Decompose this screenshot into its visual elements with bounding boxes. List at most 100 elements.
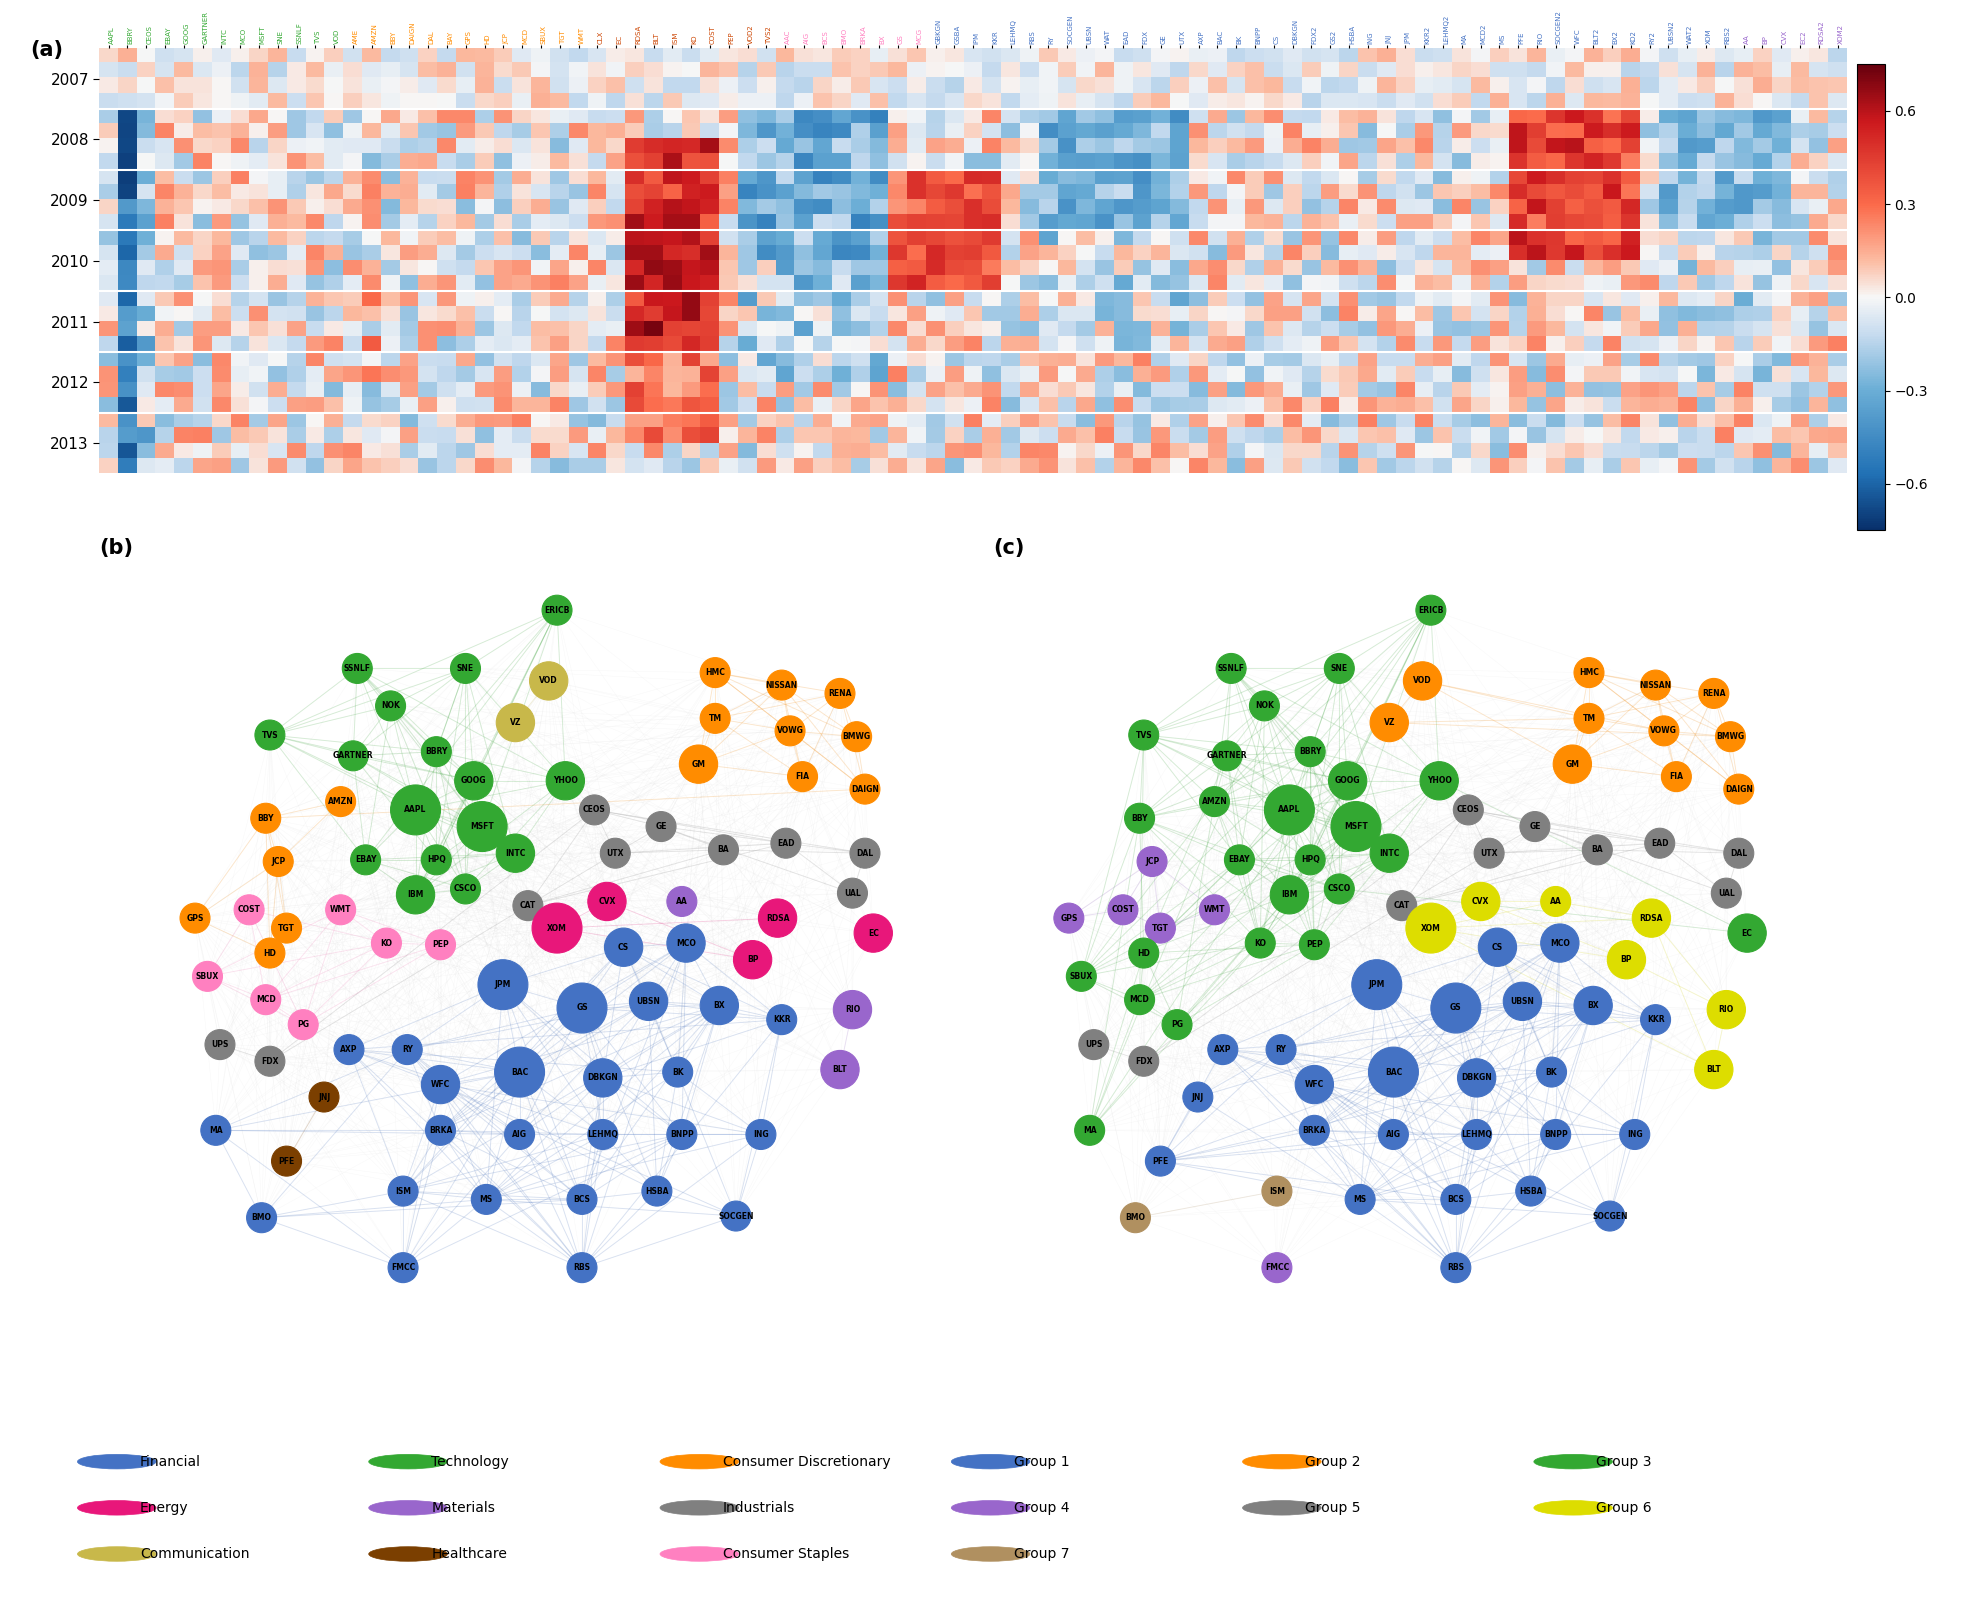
Circle shape: [546, 762, 584, 800]
Text: RY: RY: [401, 1045, 413, 1054]
Text: BMWG: BMWG: [1716, 733, 1744, 741]
Circle shape: [1370, 834, 1408, 873]
Text: EBAY: EBAY: [1229, 855, 1251, 865]
Circle shape: [77, 1501, 157, 1515]
Circle shape: [246, 1202, 276, 1233]
Text: MCO: MCO: [1549, 938, 1569, 948]
Circle shape: [1128, 938, 1158, 967]
Text: RY: RY: [1275, 1045, 1287, 1054]
Text: DAL: DAL: [1730, 848, 1748, 858]
Text: HD: HD: [1138, 948, 1150, 958]
Text: CAT: CAT: [520, 902, 536, 910]
Circle shape: [1724, 775, 1754, 804]
Text: RENA: RENA: [828, 689, 852, 697]
Text: KO: KO: [381, 938, 393, 948]
Text: BLT: BLT: [832, 1065, 848, 1073]
Text: AA: AA: [675, 897, 687, 906]
Circle shape: [1640, 670, 1670, 701]
Text: INTC: INTC: [504, 848, 526, 858]
Text: WMT: WMT: [1204, 905, 1225, 914]
Text: SOCGEN: SOCGEN: [719, 1212, 755, 1221]
Text: GARTNER: GARTNER: [334, 752, 373, 760]
Text: UPS: UPS: [1084, 1040, 1102, 1049]
Circle shape: [1662, 762, 1692, 792]
Circle shape: [369, 1501, 447, 1515]
Text: HMC: HMC: [705, 669, 725, 677]
Circle shape: [496, 704, 534, 742]
Circle shape: [1442, 1253, 1472, 1282]
Text: IBM: IBM: [407, 890, 423, 900]
Circle shape: [1503, 982, 1541, 1020]
Circle shape: [1295, 736, 1325, 767]
Circle shape: [310, 1082, 340, 1112]
Circle shape: [1295, 1065, 1333, 1104]
Text: FDX: FDX: [260, 1057, 278, 1065]
Text: HSBA: HSBA: [1519, 1186, 1543, 1196]
Text: CSCO: CSCO: [455, 884, 477, 893]
Text: SBUX: SBUX: [1070, 972, 1092, 980]
Text: MCD: MCD: [256, 995, 276, 1004]
Text: IBM: IBM: [1281, 890, 1297, 900]
Circle shape: [951, 1546, 1031, 1562]
Text: BP: BP: [1621, 955, 1632, 964]
Text: ISM: ISM: [395, 1186, 411, 1196]
Circle shape: [659, 1501, 739, 1515]
Text: BBY: BBY: [1132, 813, 1148, 823]
Circle shape: [371, 929, 401, 958]
Circle shape: [391, 784, 441, 836]
Text: UPS: UPS: [211, 1040, 228, 1049]
Circle shape: [451, 874, 481, 905]
Circle shape: [1345, 1184, 1374, 1215]
Text: BA: BA: [1591, 845, 1603, 855]
Text: AIG: AIG: [1386, 1130, 1400, 1139]
Text: BK: BK: [671, 1067, 683, 1077]
Circle shape: [250, 804, 280, 832]
Text: AAPL: AAPL: [1279, 805, 1301, 815]
Circle shape: [532, 903, 582, 953]
Circle shape: [747, 1120, 777, 1149]
Circle shape: [334, 1035, 363, 1064]
Text: (b): (b): [99, 538, 133, 558]
Circle shape: [387, 1253, 417, 1282]
Text: KKR: KKR: [773, 1016, 790, 1024]
Text: COST: COST: [238, 905, 260, 914]
Text: RENA: RENA: [1702, 689, 1726, 697]
Text: AA: AA: [1549, 897, 1561, 906]
Text: MSFT: MSFT: [471, 823, 495, 831]
Circle shape: [1108, 895, 1138, 924]
Text: Group 7: Group 7: [1015, 1548, 1068, 1560]
Text: BAC: BAC: [510, 1067, 528, 1077]
Text: VOWG: VOWG: [777, 726, 804, 736]
Circle shape: [272, 1146, 302, 1176]
Circle shape: [1378, 1120, 1408, 1149]
Circle shape: [1698, 678, 1728, 709]
Text: JCP: JCP: [272, 857, 286, 866]
Text: JPM: JPM: [495, 980, 510, 990]
Text: HPQ: HPQ: [427, 855, 445, 865]
Circle shape: [630, 982, 667, 1020]
Text: TVS: TVS: [1136, 731, 1152, 739]
Circle shape: [1515, 1176, 1545, 1207]
Circle shape: [234, 895, 264, 924]
Text: Group 1: Group 1: [1015, 1454, 1070, 1469]
Circle shape: [205, 1030, 234, 1059]
Text: AMZN: AMZN: [1202, 797, 1227, 807]
Text: Industrials: Industrials: [723, 1501, 794, 1515]
Circle shape: [775, 715, 804, 746]
Circle shape: [659, 1546, 739, 1562]
Text: AAPL: AAPL: [405, 805, 427, 815]
Text: Materials: Materials: [431, 1501, 495, 1515]
Circle shape: [659, 1454, 739, 1469]
Circle shape: [1207, 1035, 1237, 1064]
Text: CSCO: CSCO: [1329, 884, 1350, 893]
Text: FIA: FIA: [796, 771, 810, 781]
Text: Healthcare: Healthcare: [431, 1548, 506, 1560]
Text: UAL: UAL: [844, 889, 860, 898]
Circle shape: [1245, 929, 1275, 958]
Circle shape: [254, 938, 284, 967]
Circle shape: [1329, 762, 1366, 800]
Text: NOK: NOK: [381, 701, 399, 710]
Circle shape: [951, 1454, 1031, 1469]
Circle shape: [1124, 985, 1154, 1014]
Circle shape: [1716, 722, 1746, 752]
